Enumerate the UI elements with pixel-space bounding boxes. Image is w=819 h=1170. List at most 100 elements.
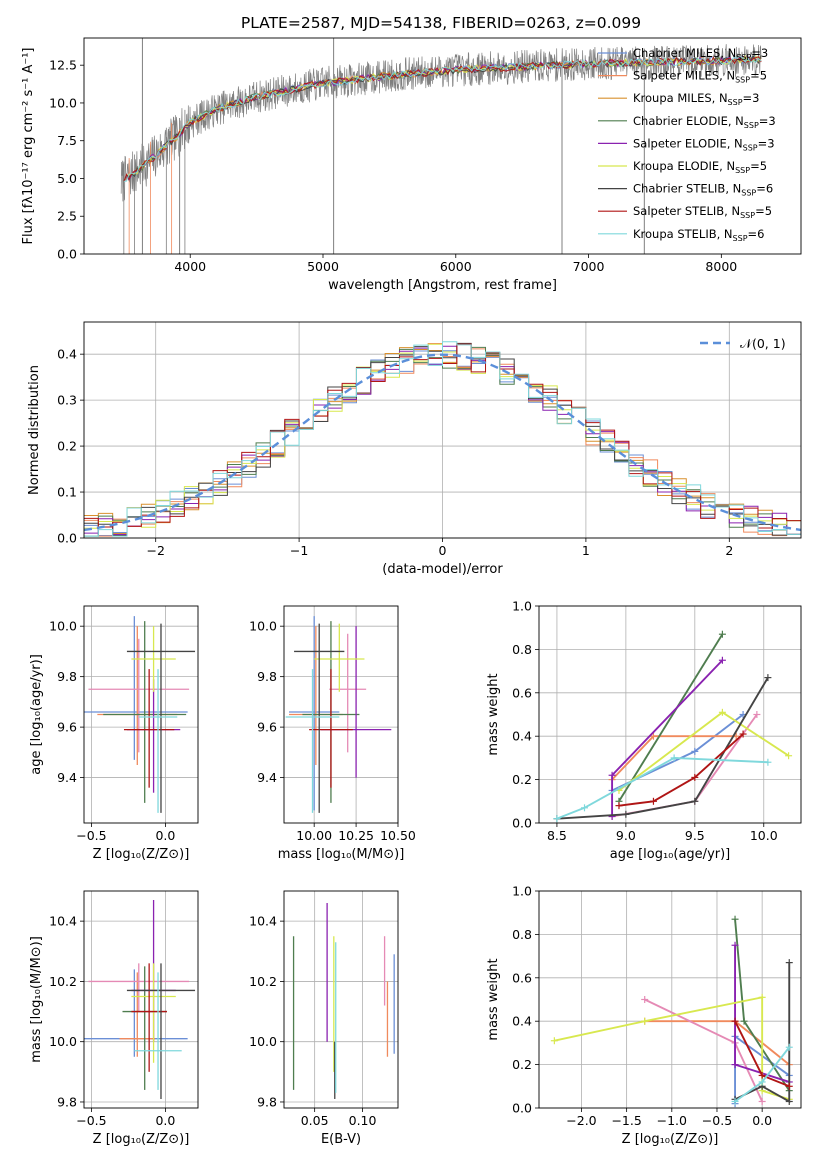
x-tick-label: 0 (439, 543, 447, 558)
legend-entry: Kroupa ELODIE, NSSP=5 (633, 159, 767, 175)
y-tick-label: 5.0 (57, 171, 77, 186)
y-tick-label: 9.8 (57, 1094, 77, 1109)
y-tick-label: 9.4 (57, 770, 77, 785)
axes-z-age: −0.5 0.0 9.4 9.6 9.8 10.0 Z [log₁₀(Z/Z⊙)] age [… (29, 605, 199, 862)
axes-spectrum: 4000 5000 6000 7000 8000 0.0 2.5 5.0 7.5 10.0 12.5… (21, 37, 802, 293)
x-tick-label: −0.5 (76, 828, 106, 843)
mass-weight-series (618, 633, 724, 802)
y-tick-label: 10.4 (49, 914, 77, 929)
y-tick-label: 0.6 (512, 685, 532, 700)
legend-entry: Salpeter STELIB, NSSP=5 (633, 204, 772, 220)
axes-frame (83, 890, 199, 1109)
y-tick-label: 10.0 (249, 619, 277, 634)
legend-entry: Chabrier STELIB, NSSP=6 (633, 182, 773, 198)
y-tick-label: 10.2 (49, 974, 77, 989)
data-point (138, 669, 178, 813)
x-tick-label: 5000 (307, 259, 339, 274)
plot-area (285, 616, 392, 813)
y-tick-label: 0.2 (512, 772, 532, 787)
y-axis-label: age [log₁₀(age/yr)] (29, 654, 44, 775)
y-tick-label: 0.4 (512, 729, 532, 744)
x-tick-label: 0.10 (349, 1113, 377, 1128)
legend: Chabrier MILES, NSSP=3 Salpeter MILES, NS… (598, 46, 776, 243)
y-tick-label: 0.0 (512, 1101, 532, 1116)
x-tick-label: 0.0 (155, 828, 175, 843)
x-axis-label: mass [log₁₀(M/M⊙)] (278, 847, 405, 862)
axes-z-mass: −0.5 0.0 9.8 10.0 10.2 10.4 Z [log₁₀(Z/Z⊙)] mas… (29, 890, 199, 1147)
y-tick-label: 0.0 (512, 816, 532, 831)
y-tick-label: 0.8 (512, 927, 532, 942)
y-tick-label: 10.0 (49, 619, 77, 634)
data-point (84, 969, 188, 1057)
figure-title: PLATE=2587, MJD=54138, FIBERID=0263, z=0… (241, 14, 641, 32)
y-tick-label: 0.1 (57, 485, 77, 500)
plot-area (84, 341, 801, 537)
data-point (289, 616, 340, 811)
legend-entry: Kroupa STELIB, NSSP=6 (633, 227, 764, 243)
mass-weight-series (618, 711, 790, 792)
x-tick-label: 0.0 (155, 1113, 175, 1128)
data-point (289, 626, 343, 765)
x-tick-label: 7000 (573, 259, 605, 274)
plot-area (292, 903, 395, 1099)
x-tick-label: −2 (146, 543, 164, 558)
x-tick-label: 10.00 (296, 828, 332, 843)
y-tick-label: 0.3 (57, 393, 77, 408)
y-tick-label: 9.6 (257, 720, 277, 735)
data-point (329, 633, 367, 753)
plot-area (550, 915, 793, 1108)
axes-mass-weight-z: −2.0 −1.5 −1.0 −0.5 0.0 0.0 0.2 0.4 0.6 0.8 1.0 Z [… (486, 884, 802, 1147)
data-point (122, 966, 167, 1090)
axes-frame (538, 890, 802, 1109)
data-point (84, 616, 188, 760)
x-axis-label: Z [log₁₀(Z/Z⊙)] (622, 1132, 719, 1147)
y-tick-label: 10.2 (249, 974, 277, 989)
y-tick-label: 0.4 (512, 1014, 532, 1029)
x-tick-label: 6000 (440, 259, 472, 274)
x-tick-label: 8.5 (547, 828, 567, 843)
axes-ebv-mass: 0.05 0.10 9.8 10.0 10.2 10.4 E(B-V) (249, 890, 399, 1147)
y-tick-label: 10.0 (49, 1034, 77, 1049)
axes-frame (283, 890, 399, 1109)
axes-frame (538, 605, 802, 824)
x-tick-label: 8000 (705, 259, 737, 274)
x-tick-label: −1.5 (611, 1113, 641, 1128)
y-tick-label: 0.2 (57, 439, 77, 454)
x-tick-label: −2.0 (566, 1113, 596, 1128)
data-point (131, 963, 176, 1063)
x-axis-label: Z [log₁₀(Z/Z⊙)] (93, 847, 190, 862)
legend-entry: Salpeter MILES, NSSP=5 (633, 69, 767, 85)
axes-frame (83, 37, 802, 255)
legend-entry: Chabrier ELODIE, NSSP=3 (633, 114, 776, 130)
data-point (126, 623, 196, 813)
plot-area (84, 900, 196, 1099)
data-point (294, 623, 345, 813)
plot-area (120, 38, 762, 254)
y-axis-label: Flux [fλ10⁻¹⁷ erg cm⁻² s⁻¹ A⁻¹] (21, 48, 36, 245)
plot-area (84, 616, 196, 813)
x-tick-label: 2 (725, 543, 733, 558)
y-axis-label: Normed distribution (27, 365, 42, 495)
y-tick-label: 9.8 (257, 669, 277, 684)
y-tick-label: 9.8 (257, 1094, 277, 1109)
x-axis-label: age [log₁₀(age/yr)] (610, 847, 731, 862)
y-tick-label: 0.6 (512, 970, 532, 985)
x-tick-label: 9.5 (685, 828, 705, 843)
mass-weight-series (556, 756, 768, 820)
x-tick-label: 0.05 (301, 1113, 329, 1128)
x-axis-label: wavelength [Angstrom, rest frame] (328, 278, 557, 293)
y-axis-label: mass [log₁₀(M/M⊙)] (29, 936, 44, 1063)
y-tick-label: 0.0 (57, 531, 77, 546)
y-tick-label: 1.0 (512, 599, 532, 614)
model-fit-line (123, 55, 762, 182)
data-point (134, 972, 182, 1090)
normal-curve (84, 353, 801, 532)
x-axis-label: Z [log₁₀(Z/Z⊙)] (93, 1132, 190, 1147)
x-tick-label: −1 (290, 543, 308, 558)
y-tick-label: 9.8 (57, 669, 77, 684)
legend-entry: Salpeter ELODIE, NSSP=3 (633, 136, 775, 152)
y-tick-label: 2.5 (57, 209, 77, 224)
data-point (88, 963, 190, 1012)
axes-frame (83, 605, 199, 824)
